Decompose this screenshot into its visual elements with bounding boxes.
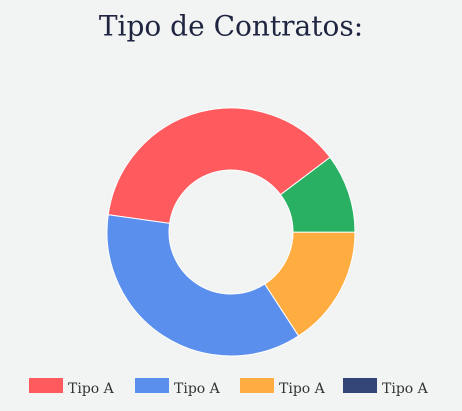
- legend-label: Tipo A: [68, 381, 115, 397]
- legend-label: Tipo A: [174, 381, 221, 397]
- chart-title: Tipo de Contratos:: [99, 10, 363, 43]
- legend-swatch: [29, 378, 63, 393]
- legend-swatch: [135, 378, 169, 393]
- donut-segment: [106, 214, 300, 357]
- legend-label: Tipo A: [279, 381, 326, 397]
- donut-segment: [279, 156, 356, 233]
- legend-label: Tipo A: [382, 381, 429, 397]
- legend-swatch: [240, 378, 274, 393]
- legend-swatch: [343, 378, 377, 393]
- donut-segment: [107, 107, 331, 224]
